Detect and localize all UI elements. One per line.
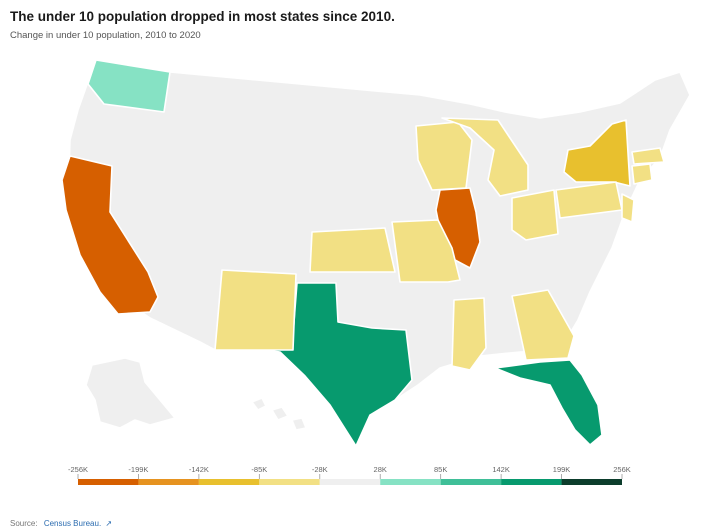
legend-swatch bbox=[380, 479, 441, 485]
state-hawaii bbox=[291, 417, 307, 431]
legend-tick-label: -28K bbox=[312, 465, 328, 474]
legend-swatch bbox=[561, 479, 622, 485]
state-michigan bbox=[441, 117, 529, 197]
state-massachusetts bbox=[631, 147, 665, 165]
state-ohio bbox=[511, 189, 559, 241]
state-alaska bbox=[85, 357, 176, 429]
chart-title: The under 10 population dropped in most … bbox=[10, 9, 395, 24]
legend-swatch bbox=[319, 479, 381, 485]
legend-swatch bbox=[78, 479, 139, 485]
state-georgia bbox=[511, 289, 575, 361]
legend-swatch bbox=[259, 479, 320, 485]
state-new-york bbox=[563, 119, 631, 187]
legend-tick-label: -256K bbox=[68, 465, 88, 474]
color-legend: -256K -199K -142K -85K -28K 28K 85K 142K 199K 256… bbox=[68, 465, 631, 485]
state-california bbox=[61, 155, 159, 315]
state-hawaii bbox=[271, 406, 289, 421]
legend-tick-label: 28K bbox=[374, 465, 387, 474]
state-new-mexico bbox=[214, 269, 297, 351]
legend-tick-label: 142K bbox=[492, 465, 510, 474]
state-new-jersey bbox=[621, 193, 635, 223]
state-hawaii bbox=[251, 397, 267, 411]
state-connecticut bbox=[631, 163, 653, 185]
state-illinois bbox=[435, 187, 481, 269]
legend-swatch bbox=[198, 479, 260, 485]
legend-tick-label: 256K bbox=[613, 465, 631, 474]
legend-swatch bbox=[501, 479, 562, 485]
state-florida bbox=[494, 359, 603, 446]
chart-subtitle: Change in under 10 population, 2010 to 2… bbox=[10, 30, 201, 41]
external-link-icon[interactable]: ↗ bbox=[105, 519, 113, 528]
legend-swatch bbox=[440, 479, 502, 485]
source-link[interactable]: Census Bureau. bbox=[43, 519, 102, 528]
legend-tick-label: 85K bbox=[434, 465, 447, 474]
source-note: Source: Census Bureau. ↗ bbox=[10, 519, 112, 528]
legend-tick-label: -199K bbox=[128, 465, 148, 474]
legend-tick-label: -142K bbox=[189, 465, 209, 474]
state-mississippi bbox=[451, 297, 487, 371]
state-kansas bbox=[309, 227, 396, 273]
us-choropleth-map bbox=[61, 59, 691, 447]
state-washington bbox=[87, 59, 171, 113]
source-label: Source: bbox=[10, 519, 38, 528]
legend-tick-label: 199K bbox=[553, 465, 571, 474]
state-missouri bbox=[391, 219, 461, 283]
legend-swatch bbox=[138, 479, 199, 485]
legend-tick-label: -85K bbox=[251, 465, 267, 474]
